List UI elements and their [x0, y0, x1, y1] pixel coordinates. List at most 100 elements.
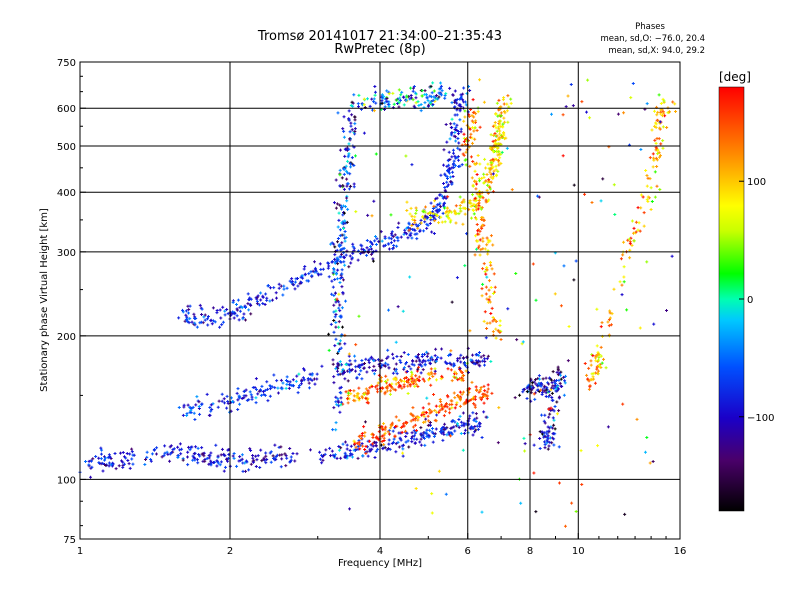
echo-point: [574, 259, 578, 263]
echo-point: [474, 217, 478, 221]
echo-point: [218, 463, 222, 467]
echo-point: [458, 148, 462, 152]
echo-point: [493, 121, 497, 125]
echo-point: [480, 287, 484, 291]
echo-point: [408, 97, 412, 101]
echo-point: [488, 295, 492, 299]
echo-point: [428, 221, 432, 225]
echo-point: [149, 458, 153, 462]
echo-point: [454, 139, 458, 143]
echo-point: [639, 193, 643, 197]
echo-point: [336, 369, 340, 373]
echo-point: [365, 246, 369, 250]
echo-point: [400, 386, 404, 390]
grid-lines: [80, 62, 680, 539]
echo-point: [642, 224, 646, 228]
echo-point: [354, 369, 358, 373]
echo-point: [320, 453, 324, 457]
echo-point: [487, 180, 491, 184]
echo-point: [236, 407, 240, 411]
echo-point: [345, 196, 349, 200]
echo-point: [226, 399, 230, 403]
echo-point: [482, 401, 486, 405]
echo-point: [376, 358, 380, 362]
echo-point: [258, 466, 262, 470]
phase-stats-x: mean, sd,X: 94.0, 29.2: [608, 46, 705, 56]
echo-point: [434, 209, 438, 213]
echo-point: [461, 152, 465, 156]
echo-point: [383, 390, 387, 394]
echo-point: [448, 403, 452, 407]
echo-point: [114, 467, 118, 471]
echo-point: [544, 376, 548, 380]
echo-point: [414, 223, 418, 227]
echo-point: [91, 457, 95, 461]
echo-point: [493, 141, 497, 145]
echo-point: [468, 164, 472, 168]
echo-point: [547, 444, 551, 448]
echo-point: [485, 266, 489, 270]
echo-point: [191, 405, 195, 409]
echo-point: [426, 215, 430, 219]
echo-point: [463, 431, 467, 435]
echo-point: [389, 237, 393, 241]
echo-point: [482, 172, 486, 176]
echo-point: [259, 448, 263, 452]
echo-point: [474, 112, 478, 116]
echo-point: [540, 413, 544, 417]
echo-point: [371, 108, 375, 112]
echo-point: [556, 365, 560, 369]
echo-point: [442, 182, 446, 186]
echo-point: [461, 377, 465, 381]
echo-point: [143, 463, 147, 467]
echo-point: [150, 452, 154, 456]
echo-point: [545, 386, 549, 390]
echo-point: [555, 400, 559, 404]
echo-point: [563, 381, 567, 385]
echo-point: [481, 216, 485, 220]
echo-point: [339, 403, 343, 407]
echo-point: [473, 425, 477, 429]
echo-point: [347, 147, 351, 151]
echo-point: [335, 456, 339, 460]
echo-point: [479, 225, 483, 229]
echo-point: [180, 447, 184, 451]
echo-point: [440, 403, 444, 407]
echo-point: [443, 360, 447, 364]
echo-point: [488, 300, 492, 304]
echo-point: [385, 89, 389, 93]
echo-point: [458, 366, 462, 370]
echo-point: [449, 434, 453, 438]
echo-point: [257, 389, 261, 393]
echo-point: [235, 391, 239, 395]
echo-point: [460, 95, 464, 99]
echo-point: [473, 395, 477, 399]
echo-point: [366, 390, 370, 394]
echo-point: [654, 156, 658, 160]
echo-point: [336, 351, 340, 355]
echo-point: [160, 455, 164, 459]
echo-point: [505, 102, 509, 106]
echo-point: [654, 126, 658, 130]
echo-point: [303, 272, 307, 276]
echo-point: [345, 184, 349, 188]
echo-point: [659, 101, 663, 105]
echo-point: [500, 150, 504, 154]
echo-point: [351, 455, 355, 459]
echo-point: [445, 180, 449, 184]
echo-point: [348, 254, 352, 258]
echo-point: [622, 240, 626, 244]
echo-point: [211, 402, 215, 406]
echo-point: [654, 141, 658, 145]
echo-point: [410, 377, 414, 381]
echo-point: [421, 353, 425, 357]
echo-point: [478, 238, 482, 242]
echo-point: [559, 304, 563, 308]
echo-point: [450, 210, 454, 214]
echo-point: [659, 108, 663, 112]
x-axis: 1 2 4 6 8 10 16: [77, 533, 686, 557]
echo-point: [596, 358, 600, 362]
echo-point: [622, 280, 626, 284]
echo-point: [442, 148, 446, 152]
echo-point: [249, 304, 253, 308]
